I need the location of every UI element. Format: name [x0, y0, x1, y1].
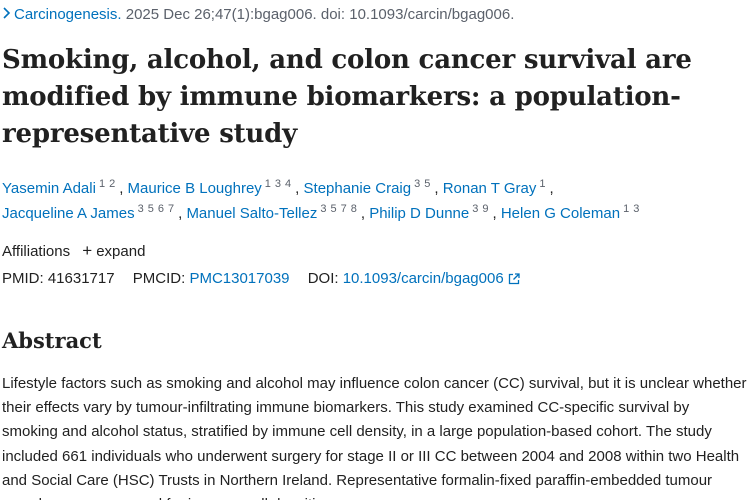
author-name-link[interactable]: Yasemin Adali [2, 180, 96, 197]
affiliation-ref-link[interactable]: 1 [264, 178, 271, 190]
expand-label: expand [96, 243, 146, 260]
article-title: Smoking, alcohol, and colon cancer survi… [2, 45, 692, 149]
author-item: Manuel Salto-Tellez 3 5 7 8 [186, 203, 361, 223]
affiliation-ref-link[interactable]: 9 [482, 203, 489, 215]
doi-label: DOI: [307, 270, 339, 287]
author-separator: , [178, 205, 187, 222]
affiliation-ref-link[interactable]: 1 [623, 203, 630, 215]
author-name-link[interactable]: Stephanie Craig [303, 180, 412, 197]
identifiers-row: PMID: 41631717 PMCID: PMC13017039 DOI: 1… [2, 269, 520, 291]
pmid-label: PMID: [2, 270, 44, 287]
affiliation-ref-link[interactable]: 5 [147, 203, 154, 215]
journal-link[interactable]: Carcinogenesis. [14, 6, 122, 23]
author-affiliation-refs: 1 [539, 178, 549, 190]
affiliation-ref-link[interactable]: 3 [414, 178, 421, 190]
affiliation-ref-link[interactable]: 4 [285, 178, 292, 190]
plus-icon: + [82, 241, 93, 260]
chevron-right-icon[interactable] [2, 4, 14, 24]
affiliation-ref-link[interactable]: 2 [109, 178, 116, 190]
doi-link[interactable]: 10.1093/carcin/bgag006 [342, 270, 504, 287]
affiliation-ref-link[interactable]: 7 [340, 203, 347, 215]
author-name-link[interactable]: Helen G Coleman [500, 205, 621, 222]
pmcid-link[interactable]: PMC13017039 [189, 270, 290, 287]
affiliations-label: Affiliations [2, 243, 71, 260]
author-item: Stephanie Craig 3 5 [303, 178, 435, 198]
author-separator: , [549, 180, 554, 197]
external-link-icon[interactable] [508, 271, 520, 291]
abstract-heading: Abstract [2, 328, 102, 353]
affiliations-expand-button[interactable]: + expand [82, 241, 146, 260]
affiliation-ref-link[interactable]: 8 [350, 203, 357, 215]
author-item: Ronan T Gray 1 [442, 178, 550, 198]
author-list: Yasemin Adali 1 2, Maurice B Loughrey 1 3 4, … [2, 176, 750, 226]
author-name-link[interactable]: Philip D Dunne [369, 205, 470, 222]
abstract-text: Lifestyle factors such as smoking and al… [2, 375, 747, 500]
author-name-link[interactable]: Jacqueline A James [2, 205, 135, 222]
affiliation-ref-link[interactable]: 1 [98, 178, 106, 190]
author-separator: , [434, 180, 443, 197]
author-item: Philip D Dunne 3 9 [369, 203, 492, 223]
author-separator: , [360, 205, 370, 222]
author-item: Yasemin Adali 1 2 [2, 178, 119, 198]
author-item: Jacqueline A James 3 5 6 7 [2, 203, 179, 223]
affiliation-ref-link[interactable]: 6 [157, 203, 164, 215]
author-separator: , [119, 180, 128, 197]
author-item: Helen G Coleman 1 3 [500, 203, 643, 223]
affiliation-ref-link[interactable]: 3 [274, 178, 282, 190]
author-name-link[interactable]: Ronan T Gray [442, 180, 537, 197]
affiliation-ref-link[interactable]: 5 [330, 203, 337, 215]
affiliation-ref-link[interactable]: 5 [424, 178, 431, 190]
author-name-link[interactable]: Maurice B Loughrey [127, 180, 262, 197]
citation-details: 2025 Dec 26;47(1):bgag006. doi: 10.1093/… [121, 6, 515, 23]
affiliation-ref-link[interactable]: 3 [472, 203, 479, 215]
author-name-link[interactable]: Manuel Salto-Tellez [186, 205, 318, 222]
citation-line: Carcinogenesis. 2025 Dec 26;47(1):bgag00… [2, 4, 514, 25]
author-item: Maurice B Loughrey 1 3 4 [127, 178, 296, 198]
affiliation-ref-link[interactable]: 3 [320, 203, 327, 215]
pmcid-label: PMCID: [132, 270, 186, 287]
author-separator: , [295, 180, 304, 197]
affiliation-ref-link[interactable]: 7 [167, 203, 175, 215]
affiliations-row: Affiliations + expand [2, 241, 145, 262]
author-separator: , [492, 205, 501, 222]
pmid-value: 41631717 [47, 270, 115, 287]
affiliation-ref-link[interactable]: 3 [137, 203, 144, 215]
affiliation-ref-link[interactable]: 1 [539, 178, 546, 190]
affiliation-ref-link[interactable]: 3 [633, 203, 640, 215]
